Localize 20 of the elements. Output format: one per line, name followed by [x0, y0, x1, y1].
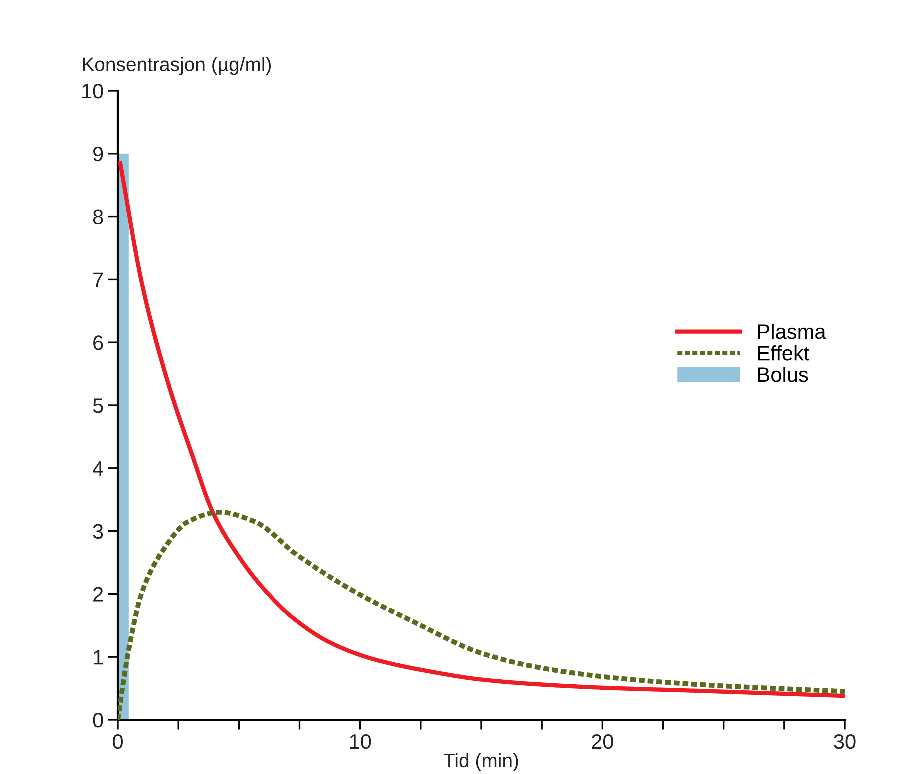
y-tick-label: 3 — [93, 524, 104, 540]
y-tick-label: 4 — [93, 462, 104, 476]
y-tick-label: 7 — [94, 272, 104, 288]
y-tick-label: 1 — [94, 650, 104, 665]
x-axis-title: Tid (min) — [444, 753, 518, 772]
legend-label: Plasma — [758, 324, 826, 340]
y-tick-label: 5 — [93, 398, 104, 414]
y-axis-title: Konsentrasjon (µg/ml) — [83, 57, 272, 76]
legend-label: Bolus — [758, 366, 808, 382]
legend-label: Effekt — [758, 345, 810, 361]
x-tick-label: 30 — [834, 734, 856, 750]
y-tick-label: 6 — [94, 336, 104, 350]
x-tick-label: 10 — [350, 734, 372, 750]
x-tick-label: 0 — [113, 734, 123, 750]
y-tick-label: 9 — [94, 146, 104, 162]
y-tick-label: 2 — [94, 587, 104, 602]
y-tick-label: 8 — [93, 210, 104, 225]
y-tick-label: 0 — [93, 713, 104, 728]
x-tick-label: 20 — [592, 734, 614, 750]
y-tick-label: 10 — [82, 84, 104, 99]
